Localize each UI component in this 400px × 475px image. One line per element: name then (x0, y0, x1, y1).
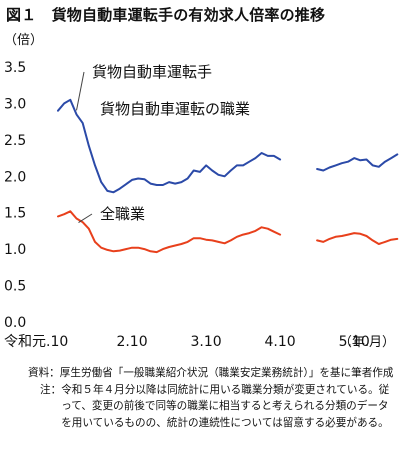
series-line-3 (316, 232, 399, 245)
axes: （倍） 0.0 0.5 1.0 1.5 2.0 2.5 3.0 3.5 令和元.10 2.10 3.1… (4, 33, 395, 350)
label-leader-line (76, 71, 85, 111)
y-tick-label: 3.5 (4, 60, 26, 76)
y-tick-label: 0.5 (4, 279, 26, 295)
series-line-2 (57, 210, 282, 254)
footnotes: 資料： 厚生労働省「一般職業紹介状況（職業安定業務統計）」を基に筆者作成 注： … (28, 365, 394, 431)
x-tick-label: 令和元.10 (4, 334, 68, 350)
y-tick-label: 3.0 (4, 96, 26, 112)
label-leader-line (78, 213, 93, 223)
y-tick-label: 1.5 (4, 206, 26, 222)
series-label: 貨物自動車運転の職業 (100, 100, 250, 118)
plot-area (57, 98, 399, 254)
x-unit-label: （年.月） (339, 335, 395, 350)
source-note-head: 資料： (28, 367, 60, 379)
y-tick-label: 2.0 (4, 169, 26, 185)
y-tick-label: 2.5 (4, 133, 26, 149)
y-unit-label: （倍） (4, 33, 43, 48)
x-tick-label: 4.10 (265, 334, 296, 350)
y-tick-label: 0.0 (4, 315, 26, 331)
source-note-body: 厚生労働省「一般職業紹介状況（職業安定業務統計）」を基に筆者作成 (59, 367, 394, 379)
caveat-note-head: 注： (40, 383, 62, 396)
series-label: 貨物自動車運転手 (92, 63, 212, 81)
line-chart: （倍） 0.0 0.5 1.0 1.5 2.0 2.5 3.0 3.5 令和元.10 2.10 3.1… (4, 33, 399, 350)
series-line-1 (316, 153, 399, 172)
series-line-0 (57, 98, 282, 194)
x-tick-label: 5.10 (339, 334, 370, 350)
caveat-note-body: 令和５年４月分以降は同統計に用いる職業分類が変更されている。従って、変更の前後で… (61, 383, 390, 429)
figure-title: 図１ 貨物自動車運転手の有効求人倍率の推移 (6, 6, 326, 24)
x-tick-label: 3.10 (190, 334, 221, 350)
x-tick-label: 2.10 (116, 334, 147, 350)
y-tick-label: 1.0 (4, 242, 26, 258)
series-label: 全職業 (100, 205, 145, 223)
caveat-note: 注： 令和５年４月分以降は同統計に用いる職業分類が変更されている。従って、変更の… (28, 382, 394, 432)
source-note: 資料： 厚生労働省「一般職業紹介状況（職業安定業務統計）」を基に筆者作成 (28, 365, 394, 382)
